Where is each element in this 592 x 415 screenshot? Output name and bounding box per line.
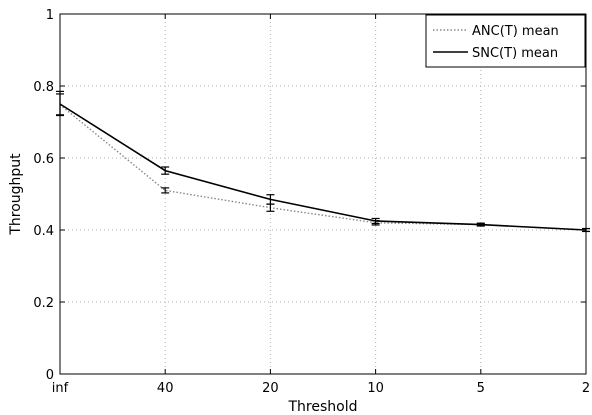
x-tick-label: inf [52, 381, 69, 396]
series-line-anc [59, 104, 587, 231]
series-line-snc [59, 103, 587, 231]
y-tick-label: 0.2 [33, 296, 54, 311]
y-axis-label: Throughput [8, 153, 24, 236]
y-tick-label: 0.4 [33, 224, 54, 239]
error-bar [161, 166, 170, 175]
legend-label-snc: SNC(T) mean [472, 46, 558, 61]
error-bar [266, 194, 275, 205]
x-tick-label: 10 [367, 381, 384, 396]
error-bar [161, 187, 170, 194]
y-tick-label: 0.8 [33, 80, 54, 95]
legend-label-anc: ANC(T) mean [472, 24, 559, 39]
x-tick-label: 5 [477, 381, 485, 396]
x-axis-label: Threshold [288, 399, 358, 415]
x-tick-label: 40 [157, 381, 174, 396]
y-tick-label: 0.6 [33, 152, 54, 167]
legend-box [425, 14, 586, 68]
y-tick-label: 1 [46, 8, 54, 23]
y-tick-label: 0 [46, 368, 54, 383]
x-tick-label: 2 [582, 381, 590, 396]
x-tick-label: 20 [262, 381, 279, 396]
grid [60, 14, 586, 374]
plot-frame [59, 13, 587, 375]
ticks: inf 40 20 10 5 200.20.40.60.81 [33, 8, 590, 396]
legend: ANC(T) mean SNC(T) mean [425, 14, 586, 68]
error-bar [476, 222, 485, 227]
error-bar [371, 217, 380, 225]
